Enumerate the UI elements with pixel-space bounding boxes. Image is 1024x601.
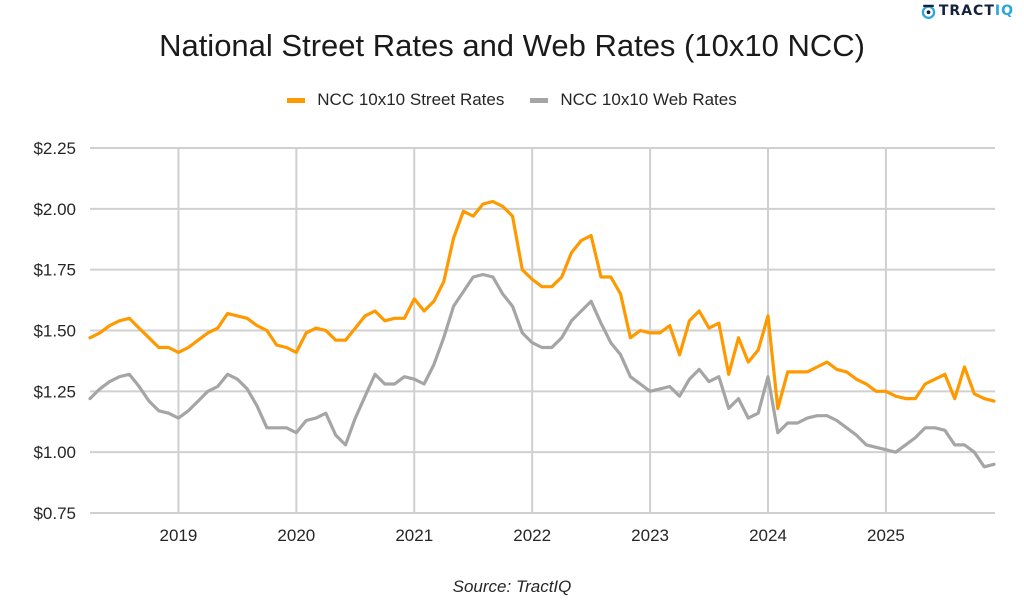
x-tick-label: 2021 — [395, 526, 433, 545]
x-tick-label: 2019 — [160, 526, 198, 545]
x-tick-label: 2024 — [749, 526, 787, 545]
legend-swatch-street — [287, 97, 306, 103]
y-tick-label: $1.75 — [33, 261, 76, 280]
logo-text-tract: TRACT — [938, 3, 995, 19]
x-tick-label: 2023 — [631, 526, 669, 545]
tractiq-logo: TRACTIQ — [921, 3, 1014, 19]
tractiq-logo-text: TRACTIQ — [939, 3, 1014, 19]
tractiq-logo-icon — [921, 4, 936, 19]
y-tick-label: $1.25 — [33, 382, 76, 401]
x-tick-label: 2020 — [277, 526, 315, 545]
legend-item-street: NCC 10x10 Street Rates — [287, 90, 504, 110]
y-tick-label: $1.00 — [33, 443, 76, 462]
source-note: Source: TractIQ — [452, 577, 572, 596]
series-line-street-rates — [88, 199, 996, 410]
logo-text-iq: IQ — [994, 3, 1014, 19]
legend-label-web: NCC 10x10 Web Rates — [560, 90, 737, 109]
y-tick-label: $0.75 — [33, 504, 76, 523]
series-line-web-rates — [88, 272, 996, 469]
legend-item-web: NCC 10x10 Web Rates — [530, 90, 737, 110]
y-tick-label: $2.25 — [33, 139, 76, 158]
y-tick-label: $2.00 — [33, 200, 76, 219]
y-tick-label: $1.50 — [33, 322, 76, 341]
chart-title: National Street Rates and Web Rates (10x… — [159, 28, 865, 63]
legend-label-street: NCC 10x10 Street Rates — [317, 90, 505, 109]
x-tick-label: 2022 — [513, 526, 551, 545]
legend: NCC 10x10 Street Rates NCC 10x10 Web Rat… — [0, 90, 1024, 110]
legend-swatch-web — [530, 97, 549, 103]
x-tick-label: 2025 — [867, 526, 905, 545]
